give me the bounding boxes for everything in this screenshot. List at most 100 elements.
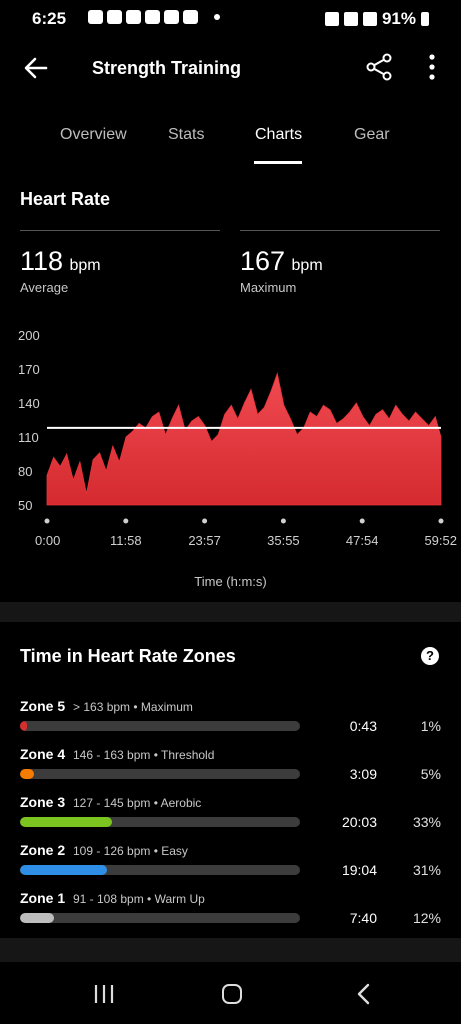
x-tick-dot bbox=[44, 518, 50, 524]
zone-name: Zone 1 bbox=[20, 890, 66, 906]
x-tick-dot bbox=[123, 518, 129, 524]
x-tick-label: 23:57 bbox=[188, 533, 221, 548]
zone-progress-fill bbox=[20, 721, 27, 731]
zone-row: Zone 4 146 - 163 bpm • Threshold 3:09 5% bbox=[0, 746, 461, 794]
notification-icon bbox=[107, 10, 122, 24]
x-tick-label: 11:58 bbox=[110, 533, 142, 548]
tab-charts[interactable]: Charts bbox=[255, 126, 303, 143]
average-hr-label: Average bbox=[20, 280, 69, 295]
zone-row: Zone 5 > 163 bpm • Maximum 0:43 1% bbox=[0, 698, 461, 746]
y-tick-label: 140 bbox=[18, 396, 40, 411]
zone-time: 7:40 bbox=[349, 910, 377, 926]
x-tick-label: 59:52 bbox=[424, 533, 457, 548]
zone-percent: 33% bbox=[412, 814, 441, 830]
help-circle-icon[interactable]: ? bbox=[421, 647, 439, 665]
nav-back-icon[interactable] bbox=[355, 983, 371, 1005]
zone-time: 3:09 bbox=[349, 766, 377, 782]
notification-icon bbox=[88, 10, 103, 24]
y-tick-label: 50 bbox=[18, 498, 32, 513]
zone-row: Zone 3 127 - 145 bpm • Aerobic 20:03 33% bbox=[0, 794, 461, 842]
average-hr-value: 118 bpm bbox=[20, 246, 101, 277]
zone-progress-track bbox=[20, 769, 300, 779]
zone-description: 146 - 163 bpm • Threshold bbox=[73, 748, 215, 762]
battery-icon bbox=[421, 12, 429, 26]
notification-icon bbox=[164, 10, 179, 24]
signal-icon bbox=[362, 12, 377, 26]
zone-percent: 31% bbox=[412, 862, 441, 878]
average-hr-unit: bpm bbox=[69, 257, 101, 274]
notification-icons bbox=[88, 10, 220, 24]
divider bbox=[20, 230, 220, 231]
zone-description: 127 - 145 bpm • Aerobic bbox=[73, 796, 202, 810]
arrow-left-icon[interactable] bbox=[22, 54, 50, 82]
mute-icon bbox=[324, 12, 339, 26]
zone-progress-track bbox=[20, 817, 300, 827]
page-title: Strength Training bbox=[92, 58, 242, 78]
zone-progress-fill bbox=[20, 769, 34, 779]
divider bbox=[240, 230, 440, 231]
battery-percent: 91% bbox=[381, 9, 416, 28]
notification-icon bbox=[183, 10, 198, 24]
x-tick-label: 0:00 bbox=[35, 533, 60, 548]
status-bar: 6:25 91% bbox=[0, 0, 461, 38]
home-icon[interactable] bbox=[222, 984, 242, 1004]
zone-name: Zone 3 bbox=[20, 794, 66, 810]
zone-description: 91 - 108 bpm • Warm Up bbox=[73, 892, 205, 906]
y-tick-label: 200 bbox=[18, 328, 40, 343]
system-nav-bar bbox=[0, 962, 461, 1024]
maximum-hr-unit: bpm bbox=[291, 257, 323, 274]
zone-percent: 1% bbox=[420, 718, 441, 734]
maximum-hr-number: 167 bbox=[240, 246, 286, 276]
y-tick-label: 170 bbox=[18, 362, 40, 377]
notification-icon bbox=[145, 10, 160, 24]
zone-time: 19:04 bbox=[341, 862, 377, 878]
x-tick-dot bbox=[359, 518, 365, 524]
tab-indicator bbox=[254, 161, 302, 164]
x-tick-label: 47:54 bbox=[346, 533, 379, 548]
zone-row: Zone 2 109 - 126 bpm • Easy 19:04 31% bbox=[0, 842, 461, 890]
heart-rate-series-area bbox=[46, 372, 442, 506]
status-time: 6:25 bbox=[32, 9, 67, 28]
y-tick-label: 80 bbox=[18, 464, 32, 479]
zone-row: Zone 1 91 - 108 bpm • Warm Up 7:40 12% bbox=[0, 890, 461, 938]
zone-progress-track bbox=[20, 865, 300, 875]
tab-bar: Overview Stats Charts Gear bbox=[0, 110, 461, 166]
zone-progress-fill bbox=[20, 817, 113, 827]
wifi-icon bbox=[343, 12, 358, 26]
status-right: 91% bbox=[324, 9, 429, 29]
zone-name: Zone 4 bbox=[20, 746, 66, 762]
x-tick-label: 35:55 bbox=[267, 533, 300, 548]
x-tick-dot bbox=[280, 518, 286, 524]
x-tick-dot bbox=[438, 518, 444, 524]
zones-title: Time in Heart Rate Zones bbox=[20, 646, 236, 666]
zone-name: Zone 5 bbox=[20, 698, 66, 714]
zone-description: 109 - 126 bpm • Easy bbox=[73, 844, 188, 858]
maximum-hr-value: 167 bpm bbox=[240, 246, 323, 277]
zone-description: > 163 bpm • Maximum bbox=[73, 700, 193, 714]
tab-overview[interactable]: Overview bbox=[60, 126, 127, 143]
heart-rate-title: Heart Rate bbox=[20, 189, 111, 209]
share-icon[interactable] bbox=[364, 52, 394, 82]
x-tick-dot bbox=[202, 518, 208, 524]
maximum-hr-label: Maximum bbox=[240, 280, 297, 295]
tab-gear[interactable]: Gear bbox=[354, 126, 390, 143]
average-hr-number: 118 bbox=[20, 246, 64, 276]
zone-time: 20:03 bbox=[341, 814, 377, 830]
recents-icon[interactable] bbox=[93, 984, 115, 1004]
zone-time: 0:43 bbox=[349, 718, 377, 734]
app-bar: Strength Training bbox=[0, 38, 461, 98]
zone-progress-track bbox=[20, 721, 300, 731]
tab-stats[interactable]: Stats bbox=[168, 126, 205, 143]
more-vertical-icon[interactable] bbox=[420, 52, 444, 82]
notification-icon bbox=[126, 10, 141, 24]
heart-rate-chart: 200 170 140 110 80 50 0:00 11:58 23:57 35:55 47:54… bbox=[18, 328, 457, 548]
y-tick-label: 110 bbox=[18, 430, 39, 445]
section-separator bbox=[0, 602, 461, 622]
x-axis-title: Time (h:m:s) bbox=[194, 574, 267, 589]
zone-name: Zone 2 bbox=[20, 842, 66, 858]
zone-percent: 12% bbox=[412, 910, 441, 926]
zone-progress-fill bbox=[20, 865, 107, 875]
zone-progress-track bbox=[20, 913, 300, 923]
more-notifications-dot bbox=[214, 14, 220, 20]
zone-progress-fill bbox=[20, 913, 54, 923]
